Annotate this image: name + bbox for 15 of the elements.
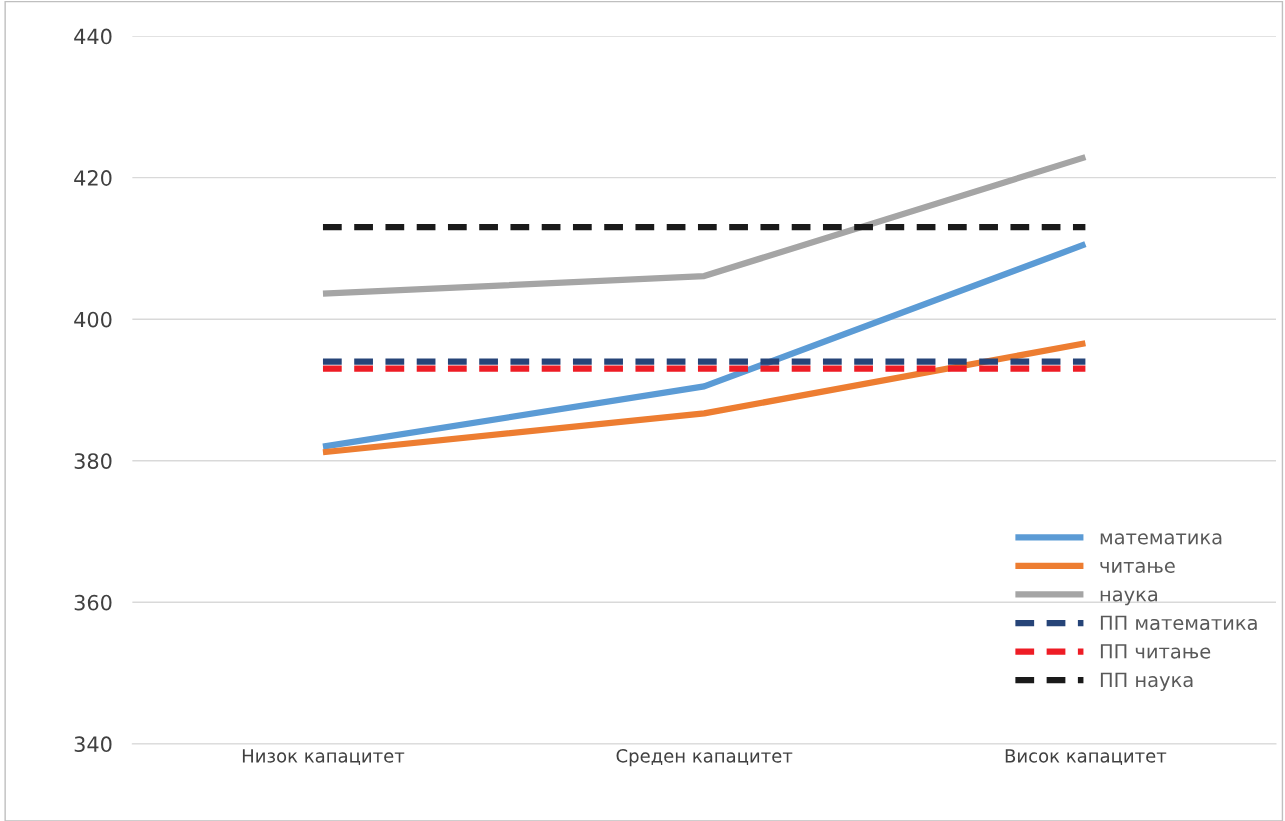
legend-label: ПП читање <box>1100 644 1211 659</box>
legend-label: читање <box>1100 561 1175 574</box>
x-tick-label: Висок капацитет <box>1005 749 1167 765</box>
y-tick-label: 420 <box>74 170 112 186</box>
y-tick-label: 340 <box>74 736 112 753</box>
legend-label: ПП наука <box>1100 672 1193 691</box>
y-tick-label: 440 <box>74 28 112 45</box>
x-tick-label: Среден капацитет <box>616 749 793 767</box>
y-tick-label: 380 <box>74 453 112 469</box>
y-tick-label: 400 <box>74 311 112 328</box>
legend-label: математика <box>1100 533 1222 545</box>
legend-label: наука <box>1100 590 1158 606</box>
x-tick-label: Низок капацитет <box>242 749 405 765</box>
y-tick-label: 360 <box>74 594 112 611</box>
legend-label: ПП математика <box>1100 615 1257 631</box>
